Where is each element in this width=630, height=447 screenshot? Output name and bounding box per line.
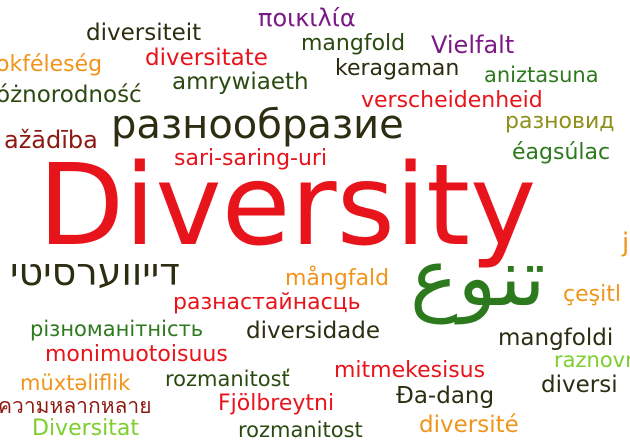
word-hebrew: דייווערסיטי (10, 250, 180, 294)
word-okfeleseg: okféleség (0, 52, 103, 77)
word-diversite: diversité (419, 412, 519, 438)
word-raznoobrazie: разнообразие (111, 102, 404, 148)
word-raznovrs: raznovrs (554, 348, 630, 372)
word-mangfoldi: mangfoldi (498, 325, 614, 351)
word-roznorodnosc: óżnorodność (0, 82, 142, 108)
word-thai: ความหลากหลาย (0, 394, 152, 418)
word-diversidade: diversidade (246, 318, 381, 344)
word-monimuotoisuus: monimuotoisuus (45, 342, 228, 367)
word-razhastainasc: разнастайнасць (173, 290, 361, 315)
word-diversitat: Diversitat (32, 416, 139, 441)
word-muxteliflik: müxtəliflik (20, 371, 131, 395)
word-daudzveidiba: ažādība (4, 126, 98, 154)
word-rozmanitost-acc: rozmanitosť (165, 367, 290, 391)
word-poikilia: ποικιλία (258, 4, 356, 32)
word-arabic: تنوع (410, 231, 546, 324)
word-diversi: diversi (541, 372, 618, 398)
word-cesitl: çeşitl (563, 282, 621, 307)
word-amrywiaeth: amrywiaeth (172, 69, 309, 95)
word-verscheidenheid: verscheidenheid (361, 88, 543, 113)
word-mangfald: mångfald (285, 266, 390, 291)
word-vielfalt: Vielfalt (431, 31, 515, 59)
word-mitmekesisus: mitmekesisus (334, 358, 486, 383)
word-aniztasuna: aniztasuna (484, 63, 599, 87)
word-edge-j: j (622, 228, 630, 258)
word-sari-saring-uri: sari-saring-uri (174, 146, 328, 171)
word-da-dang: Đa-dang (396, 383, 495, 409)
word-rozmanitost: rozmanitost (238, 418, 363, 442)
word-diversitate: diversitate (145, 45, 268, 71)
word-raznovid: разновид (505, 109, 615, 134)
word-eagsulacht: éagsúlac (512, 140, 611, 165)
word-diversity: Diversity (38, 141, 537, 271)
word-riznomanitnist: різноманітність (30, 317, 204, 341)
word-fjolbreytni: Fjölbreytni (218, 391, 335, 416)
word-mangfold: mangfold (301, 31, 406, 56)
word-diversiteit: diversiteit (86, 20, 202, 46)
word-keragaman: keragaman (335, 56, 460, 81)
